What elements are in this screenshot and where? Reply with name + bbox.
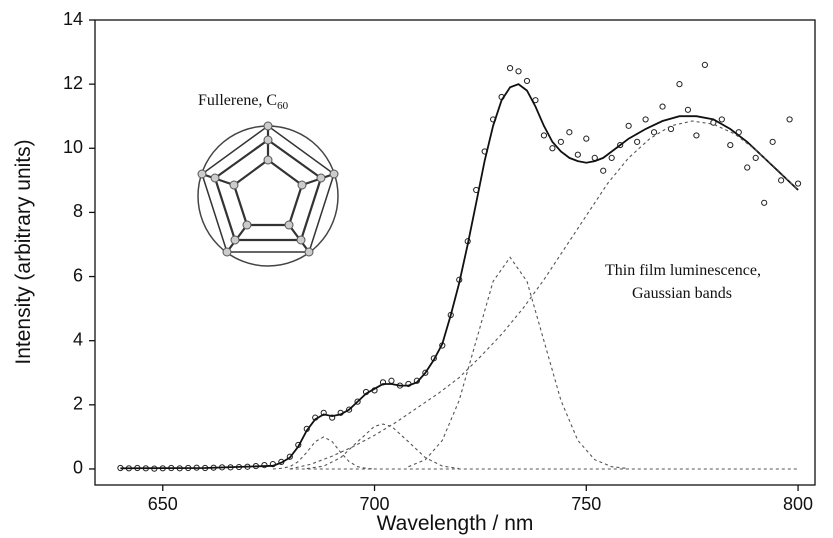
data-point [651,130,656,135]
data-point [770,139,775,144]
data-point [567,130,572,135]
data-point [389,378,394,383]
y-tick-label: 12 [63,73,83,93]
gaussian-band [307,424,459,469]
x-tick-label: 750 [571,494,601,514]
data-point [541,133,546,138]
data-point [584,136,589,141]
gaussian-band [408,257,628,468]
y-tick-label: 8 [73,201,83,221]
x-tick-label: 650 [148,494,178,514]
data-point [507,66,512,71]
data-point [728,142,733,147]
data-point [779,178,784,183]
data-point [745,165,750,170]
data-point [660,104,665,109]
data-point [795,181,800,186]
y-tick-label: 6 [73,265,83,285]
annotation: Fullerene, C60 [198,92,289,112]
data-point [753,155,758,160]
fullerene-illustration [198,122,338,266]
annotation-subscript: 60 [277,100,289,112]
y-tick-label: 10 [63,137,83,157]
data-point [524,78,529,83]
chart: Wavelength / nm Intensity (arbitrary uni… [0,0,833,538]
data-point [762,200,767,205]
annotation: Thin film luminescence, [605,262,761,279]
y-axis-label: Intensity (arbitrary units) [12,139,35,364]
data-point [550,146,555,151]
data-point [558,139,563,144]
x-tick-label: 700 [360,494,390,514]
annotation: Gaussian bands [632,285,732,302]
data-point [787,117,792,122]
data-point [516,69,521,74]
data-point [694,133,699,138]
data-point [643,117,648,122]
x-axis-label: Wavelength / nm [377,512,534,535]
data-point [609,155,614,160]
annotation-text: Fullerene, C [198,92,277,109]
data-point [677,82,682,87]
x-tick-label: 800 [783,494,813,514]
data-point [626,123,631,128]
data-point [685,107,690,112]
data-point [575,152,580,157]
plot-frame [95,20,815,485]
y-tick-label: 0 [73,458,83,478]
gaussian-band [273,437,375,469]
data-point [702,62,707,67]
data-point [601,168,606,173]
data-point [719,117,724,122]
data-point [635,139,640,144]
y-tick-label: 14 [63,9,83,29]
y-tick-label: 2 [73,394,83,414]
y-tick-label: 4 [73,329,83,349]
